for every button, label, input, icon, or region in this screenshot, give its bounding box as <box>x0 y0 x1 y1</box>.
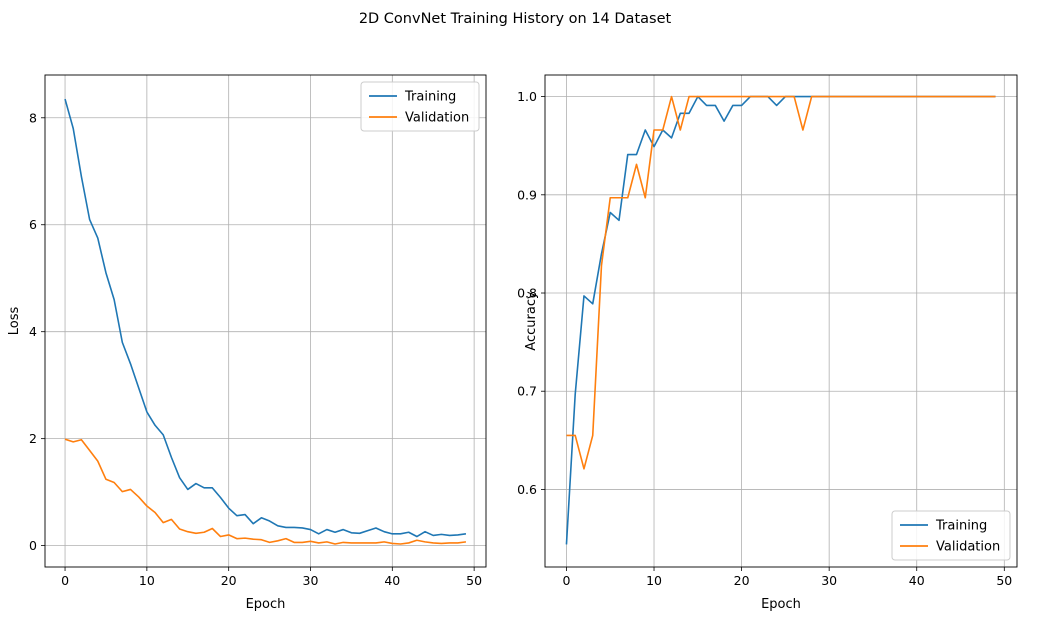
chart-0-ytick-label: 2 <box>29 431 37 446</box>
chart-1-xtick-label: 30 <box>821 573 837 588</box>
chart-0-xtick-label: 30 <box>303 573 319 588</box>
chart-0-ytick-label: 0 <box>29 538 37 553</box>
chart-1-legend-box <box>891 510 1011 561</box>
chart-1-legend: Training Validation <box>891 510 1011 561</box>
chart-1-ytick-label: 0.7 <box>517 384 537 399</box>
chart-1-series-training-line <box>565 95 996 545</box>
chart-1-legend-label-validation: Validation <box>936 540 1000 555</box>
chart-0-legend-box <box>360 81 480 132</box>
chart-1-ytick-label: 0.9 <box>517 187 537 202</box>
chart-1-axes-frame <box>544 74 1018 568</box>
figure-title: 2D ConvNet Training History on 14 Datase… <box>359 11 672 27</box>
chart-1-series-validation-line <box>566 95 996 470</box>
chart-1-ytick-label: 0.6 <box>517 482 537 497</box>
chart-0-legend-label-training: Training <box>404 90 456 105</box>
chart-0-xtick-label: 50 <box>466 573 482 588</box>
chart-0-xtick-label: 0 <box>61 573 69 588</box>
chart-1-legend-label-training: Training <box>935 519 987 534</box>
chart-0-ytick-label: 6 <box>29 217 37 232</box>
chart-0-legend-label-validation: Validation <box>405 111 469 126</box>
chart-0-ytick-label: 4 <box>29 324 37 339</box>
chart-0-ytick-label: 8 <box>29 110 37 125</box>
chart-1-xtick-label: 50 <box>996 573 1012 588</box>
chart-1-xtick-label: 20 <box>734 573 750 588</box>
chart-0-axes-frame <box>44 74 487 568</box>
chart-0-xlabel: Epoch <box>246 597 286 612</box>
chart-0-xtick-label: 40 <box>384 573 400 588</box>
chart-0-xtick-label: 10 <box>139 573 155 588</box>
accuracy-chart: 0 10 20 30 40 50 0.6 0.7 0.8 0.9 1.0 Epoch Accuracy T… <box>517 74 1018 612</box>
chart-0-series-validation-line <box>64 438 467 545</box>
chart-1-ytick-label: 0.8 <box>517 286 537 301</box>
chart-1-xtick-label: 0 <box>562 573 570 588</box>
chart-1-xlabel: Epoch <box>761 597 801 612</box>
chart-1-ytick-label: 1.0 <box>517 89 537 104</box>
chart-0-ylabel: Loss <box>7 307 22 336</box>
chart-0-series-training-line <box>64 98 467 538</box>
chart-1-xtick-label: 10 <box>646 573 662 588</box>
chart-0-xtick-label: 20 <box>221 573 237 588</box>
chart-1-xtick-label: 40 <box>909 573 925 588</box>
chart-0-legend: Training Validation <box>360 81 480 132</box>
chart-1-ylabel: Accuracy <box>524 291 539 351</box>
loss-chart: 0 10 20 30 40 50 0 2 4 6 8 Epoch Loss Training Validat… <box>7 74 487 612</box>
